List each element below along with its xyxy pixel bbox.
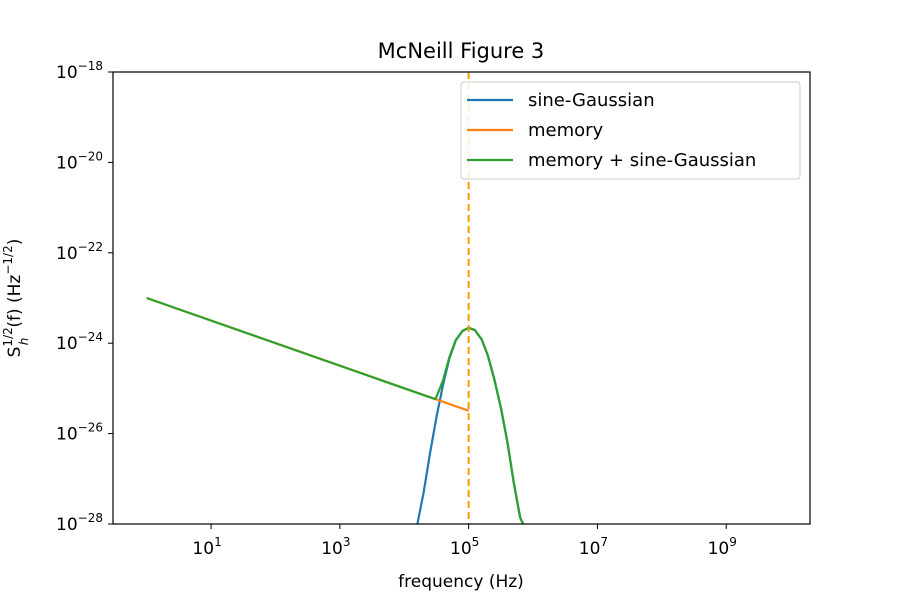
x-tick-label: 101: [192, 535, 221, 559]
y-axis-title-unit-exp: −1/2: [1, 245, 15, 274]
x-tick-label: 109: [708, 535, 737, 559]
series-layer: [146, 296, 525, 524]
x-tick-label: 105: [450, 535, 479, 559]
plot-frame: [112, 71, 811, 525]
legend-items: sine-Gaussian memory memory + sine-Gaussia…: [467, 90, 756, 171]
y-axis-title-close: ): [5, 239, 25, 246]
x-tick-label: 107: [579, 535, 608, 559]
y-tick-label: 10−18: [56, 59, 103, 83]
legend-label-memory-sine-gaussian: memory + sine-Gaussian: [528, 150, 756, 171]
y-tick-label: 10−28: [56, 511, 103, 535]
legend-box: [460, 81, 801, 180]
y-axis-title: S1/2 h (f) (Hz−1/2): [1, 239, 31, 358]
y-axis-title-sup: 1/2: [1, 327, 15, 346]
y-axis-title-sub: h: [17, 338, 31, 346]
y-tick-label: 10−26: [56, 421, 103, 445]
x-axis-title: frequency (Hz): [398, 572, 524, 592]
legend-label-memory: memory: [528, 120, 604, 141]
chart-title: McNeill Figure 3: [378, 39, 545, 63]
y-axis-title-s: S: [5, 347, 25, 358]
legend-label-sine-gaussian: sine-Gaussian: [528, 90, 655, 111]
x-tick-label: 103: [321, 535, 350, 559]
y-axis-ticks: 10−18 10−20 10−22 10−24 10−26 10−28: [56, 59, 113, 535]
legend: sine-Gaussian memory memory + sine-Gaussia…: [460, 81, 801, 180]
series-line-memory-sine-gaussian: [146, 296, 525, 524]
y-tick-label: 10−22: [56, 240, 103, 264]
y-tick-label: 10−20: [56, 149, 103, 173]
y-tick-label: 10−24: [56, 330, 103, 354]
y-axis-title-f: (f) (Hz: [5, 275, 25, 328]
x-axis-ticks: 101 103 105 107 109: [192, 524, 737, 559]
